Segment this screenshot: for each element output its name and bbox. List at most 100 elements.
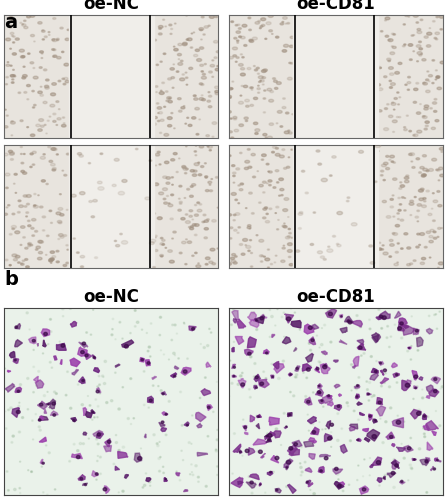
Circle shape	[212, 122, 217, 124]
Circle shape	[155, 154, 160, 156]
Polygon shape	[426, 396, 430, 398]
Circle shape	[229, 97, 231, 98]
Circle shape	[164, 134, 169, 136]
Circle shape	[436, 328, 438, 330]
Circle shape	[315, 370, 317, 372]
Circle shape	[265, 38, 267, 40]
Polygon shape	[304, 324, 314, 334]
Polygon shape	[350, 426, 355, 431]
Circle shape	[289, 446, 293, 450]
Circle shape	[93, 356, 95, 358]
Circle shape	[80, 256, 84, 258]
Circle shape	[356, 314, 358, 316]
Circle shape	[439, 16, 444, 18]
Polygon shape	[404, 446, 413, 452]
Circle shape	[249, 396, 251, 398]
Circle shape	[267, 136, 272, 139]
Circle shape	[6, 187, 8, 188]
Circle shape	[207, 406, 210, 408]
Polygon shape	[411, 410, 422, 419]
Polygon shape	[339, 314, 343, 318]
Circle shape	[189, 67, 193, 70]
Circle shape	[215, 449, 217, 450]
Circle shape	[383, 478, 384, 479]
Circle shape	[231, 21, 234, 22]
Circle shape	[48, 404, 49, 405]
Circle shape	[163, 198, 166, 200]
Circle shape	[239, 244, 243, 246]
Polygon shape	[287, 484, 296, 494]
Circle shape	[389, 256, 392, 258]
Circle shape	[166, 176, 170, 180]
Circle shape	[413, 134, 418, 136]
Circle shape	[397, 212, 399, 214]
Circle shape	[158, 112, 159, 114]
Circle shape	[149, 242, 154, 244]
Circle shape	[239, 36, 241, 38]
Circle shape	[271, 363, 273, 365]
Circle shape	[215, 92, 219, 94]
Circle shape	[384, 128, 389, 130]
Circle shape	[427, 416, 429, 418]
Circle shape	[60, 27, 63, 29]
Circle shape	[56, 38, 59, 40]
Circle shape	[188, 442, 190, 444]
Circle shape	[395, 72, 400, 74]
Circle shape	[206, 134, 210, 136]
Circle shape	[348, 321, 352, 324]
Circle shape	[423, 198, 426, 200]
Circle shape	[253, 122, 258, 124]
Circle shape	[228, 155, 231, 156]
Circle shape	[410, 359, 412, 360]
Circle shape	[114, 158, 119, 161]
Circle shape	[204, 162, 207, 164]
Circle shape	[384, 372, 386, 374]
Circle shape	[119, 322, 121, 323]
Polygon shape	[162, 412, 168, 415]
Circle shape	[407, 264, 410, 266]
Circle shape	[317, 251, 322, 254]
Circle shape	[411, 468, 413, 469]
Circle shape	[231, 192, 236, 196]
Polygon shape	[338, 394, 342, 396]
Circle shape	[390, 198, 393, 200]
Circle shape	[15, 38, 19, 40]
Circle shape	[386, 168, 390, 170]
Circle shape	[194, 170, 197, 172]
Polygon shape	[417, 337, 423, 346]
Circle shape	[27, 408, 29, 410]
Circle shape	[159, 192, 164, 195]
Circle shape	[245, 120, 248, 122]
Circle shape	[298, 212, 303, 216]
Circle shape	[237, 42, 239, 43]
Circle shape	[282, 225, 286, 227]
Circle shape	[254, 384, 256, 386]
Circle shape	[195, 464, 197, 467]
Circle shape	[426, 170, 429, 172]
Circle shape	[60, 214, 64, 216]
Circle shape	[194, 204, 197, 206]
Polygon shape	[207, 405, 212, 410]
Circle shape	[82, 380, 84, 382]
Polygon shape	[353, 366, 356, 368]
Circle shape	[17, 262, 20, 264]
Polygon shape	[359, 486, 369, 494]
Circle shape	[278, 195, 280, 196]
Circle shape	[419, 48, 422, 50]
Circle shape	[157, 217, 162, 220]
Circle shape	[295, 374, 298, 376]
Circle shape	[215, 90, 219, 92]
Circle shape	[168, 400, 170, 402]
Circle shape	[195, 49, 199, 51]
Polygon shape	[161, 392, 166, 395]
Polygon shape	[248, 312, 256, 320]
Circle shape	[56, 154, 59, 155]
Circle shape	[288, 157, 290, 158]
Circle shape	[176, 471, 177, 472]
Circle shape	[46, 494, 48, 496]
Circle shape	[212, 262, 215, 265]
Circle shape	[207, 344, 209, 346]
Bar	[293, 15, 379, 138]
Circle shape	[284, 198, 289, 200]
Polygon shape	[70, 322, 76, 327]
